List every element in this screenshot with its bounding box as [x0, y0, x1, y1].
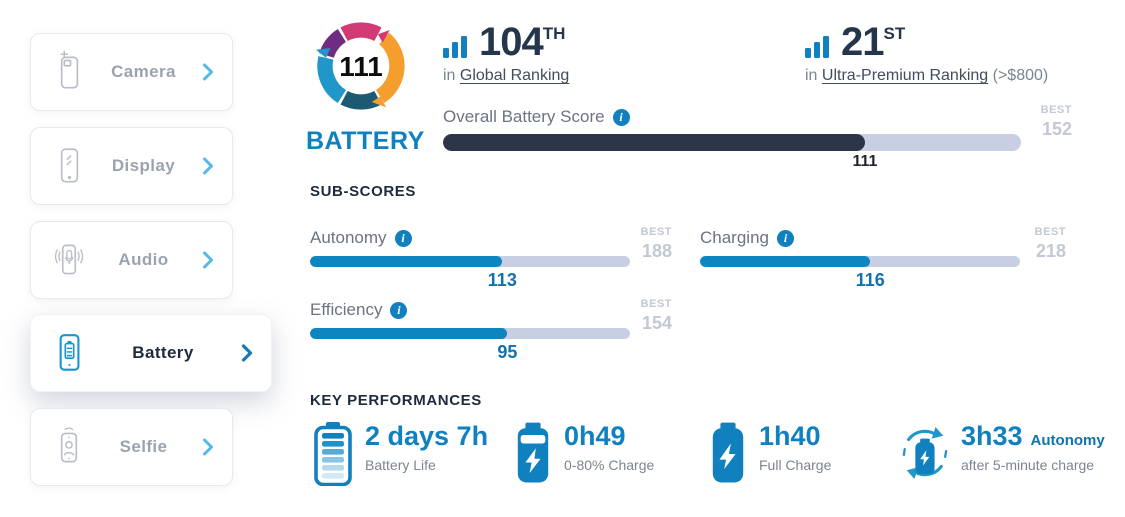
chevron-right-icon [202, 438, 214, 456]
overall-score-bar [443, 134, 1021, 151]
overall-bar-fill [443, 134, 865, 151]
kp-0-80-charge: 0h49 0-80% Charge [514, 421, 655, 489]
info-icon[interactable]: i [390, 301, 408, 319]
sidebar-item-display[interactable]: Display [30, 127, 233, 205]
overall-best-value: 152 [1041, 119, 1072, 139]
kp-value-text: 3h33 [961, 421, 1023, 451]
autonomy-score-bar [310, 256, 630, 267]
rank-suffix: (>$800) [988, 67, 1049, 84]
efficiency-score-bar [310, 328, 630, 339]
chevron-right-icon [202, 157, 214, 175]
chevron-right-icon [202, 63, 214, 81]
sidebar-item-label: Battery [132, 343, 194, 362]
charging-bar-value: 116 [855, 270, 885, 290]
sidebar-item-audio[interactable]: Audio [30, 221, 233, 299]
subscore-efficiency: Efficiency i 95 [310, 299, 630, 362]
charging-best-block: BEST 218 [1024, 226, 1066, 262]
sidebar-item-battery[interactable]: Battery [30, 314, 272, 392]
kp-value: 2 days 7h [365, 421, 489, 451]
sidebar-item-selfie[interactable]: Selfie [30, 408, 233, 486]
chevron-right-icon [202, 251, 214, 269]
camera-phone-icon [53, 49, 85, 95]
sidebar-item-label: Audio [118, 250, 169, 269]
efficiency-bar-fill [310, 328, 508, 339]
autonomy-best-block: BEST 188 [630, 226, 672, 262]
ultra-premium-rank-number: 21 [841, 20, 884, 64]
charging-label: Charging [700, 228, 769, 247]
autonomy-label: Autonomy [310, 228, 387, 247]
battery-full-charge-icon [709, 422, 747, 489]
info-icon[interactable]: i [394, 229, 412, 247]
sidebar-item-label: Selfie [119, 437, 168, 456]
rank-prefix: in [443, 67, 460, 84]
charging-best-value: 218 [1035, 241, 1066, 261]
info-icon[interactable]: i [612, 108, 630, 126]
best-label: BEST [1040, 104, 1072, 116]
kp-value: 0h49 [564, 421, 626, 451]
efficiency-best-value: 154 [641, 313, 672, 333]
logo-battery-label: BATTERY [306, 127, 425, 155]
charging-score-bar [700, 256, 1020, 267]
ranking-bars-icon [443, 36, 469, 63]
global-rank-ordinal: TH [542, 24, 566, 43]
key-performances-title: KEY PERFORMANCES [310, 392, 482, 409]
kp-label: after 5-minute charge [961, 456, 1095, 473]
sidebar-item-camera[interactable]: Camera [30, 33, 233, 111]
kp-label: Full Charge [759, 456, 832, 473]
battery-phone-icon [53, 330, 85, 376]
chevron-right-icon [241, 344, 253, 362]
ultra-premium-ranking-block: 21ST in Ultra-Premium Ranking (>$800) [805, 22, 1048, 85]
efficiency-bar-value: 95 [497, 342, 518, 362]
kp-label: Battery Life [365, 456, 436, 473]
best-label: BEST [1034, 226, 1066, 238]
best-label: BEST [640, 298, 672, 310]
kp-battery-life: 2 days 7h Battery Life [313, 421, 489, 491]
battery-refresh-icon [899, 422, 949, 489]
subscore-charging: Charging i 116 [700, 227, 1020, 290]
overall-best-block: BEST 152 [1030, 104, 1072, 140]
kp-autonomy-after-5min: 3h33 Autonomy after 5-minute charge [899, 421, 1105, 489]
ranking-bars-icon [805, 36, 831, 63]
kp-label: 0-80% Charge [564, 456, 655, 473]
display-phone-icon [53, 143, 85, 189]
efficiency-best-block: BEST 154 [630, 298, 672, 334]
charging-bar-fill [700, 256, 871, 267]
ultra-premium-ranking-link[interactable]: Ultra-Premium Ranking [821, 67, 989, 84]
battery-score-logo: 111 BATTERY [306, 12, 425, 156]
overall-battery-score-block: Overall Battery Score i 111 [443, 106, 1021, 170]
kp-full-charge: 1h40 Full Charge [709, 421, 832, 489]
info-icon[interactable]: i [777, 229, 794, 247]
kp-value: 1h40 [759, 421, 821, 451]
best-label: BEST [640, 226, 672, 238]
selfie-phone-icon [53, 424, 85, 470]
autonomy-bar-fill [310, 256, 503, 267]
kp-value-suffix: Autonomy [1030, 432, 1105, 449]
sidebar-item-label: Display [111, 156, 176, 175]
subscore-autonomy: Autonomy i 113 [310, 227, 630, 290]
efficiency-label: Efficiency [310, 300, 383, 319]
overall-bar-value: 111 [852, 153, 878, 170]
overall-score-label: Overall Battery Score [443, 107, 605, 126]
battery-level-icon [313, 422, 353, 491]
autonomy-bar-value: 113 [487, 270, 517, 290]
autonomy-best-value: 188 [641, 241, 672, 261]
ultra-premium-rank-ordinal: ST [883, 24, 906, 43]
battery-charging-icon [514, 422, 552, 489]
global-rank-number: 104 [479, 20, 544, 64]
kp-value: 3h33 Autonomy [961, 421, 1105, 452]
logo-score-text: 111 [339, 51, 382, 82]
audio-phone-icon [53, 237, 85, 283]
subscores-title: SUB-SCORES [310, 183, 417, 200]
global-ranking-link[interactable]: Global Ranking [459, 67, 570, 84]
rank-prefix: in [805, 67, 822, 84]
sidebar-item-label: Camera [111, 62, 176, 81]
global-ranking-block: 104TH in Global Ranking [443, 22, 569, 85]
battery-logo-ring: 111 [316, 22, 405, 110]
